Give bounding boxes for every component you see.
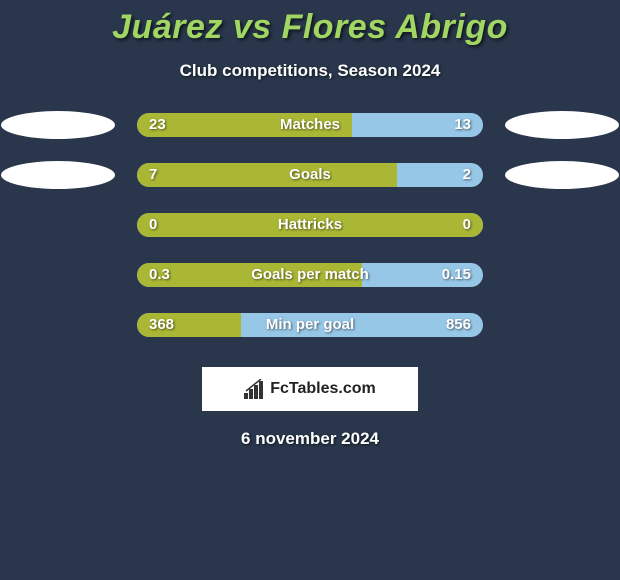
team-logo-right: [505, 161, 619, 189]
team-logo-left: [1, 161, 115, 189]
bar-chart-icon: [244, 379, 266, 399]
spacer: [1, 311, 115, 339]
spacer: [1, 261, 115, 289]
stat-label: Hattricks: [137, 213, 483, 237]
stat-right-value: 0: [463, 213, 471, 237]
spacer: [505, 261, 619, 289]
comparison-card: Juárez vs Flores Abrigo Club competition…: [0, 0, 620, 449]
stat-row: 0.3Goals per match0.15: [0, 261, 620, 289]
team-logo-left: [1, 111, 115, 139]
logo-text: FcTables.com: [270, 380, 376, 398]
stat-right-value: 2: [463, 163, 471, 187]
stat-bar: 0Hattricks0: [137, 213, 483, 237]
team-logo-right: [505, 111, 619, 139]
stat-right-value: 856: [446, 313, 471, 337]
stat-label: Goals: [137, 163, 483, 187]
stat-right-value: 13: [454, 113, 471, 137]
stat-row: 7Goals2: [0, 161, 620, 189]
stat-row: 23Matches13: [0, 111, 620, 139]
stat-row: 0Hattricks0: [0, 211, 620, 239]
page-title: Juárez vs Flores Abrigo: [0, 8, 620, 47]
stat-row: 368Min per goal856: [0, 311, 620, 339]
source-logo: FcTables.com: [202, 367, 418, 411]
stat-right-value: 0.15: [442, 263, 471, 287]
stat-bar: 0.3Goals per match0.15: [137, 263, 483, 287]
stat-bar: 23Matches13: [137, 113, 483, 137]
snapshot-date: 6 november 2024: [0, 429, 620, 449]
stat-bars: 23Matches13 7Goals2 0Hattricks0 0.3Goals pe…: [0, 111, 620, 339]
spacer: [505, 311, 619, 339]
page-subtitle: Club competitions, Season 2024: [0, 61, 620, 81]
stat-label: Min per goal: [137, 313, 483, 337]
spacer: [505, 211, 619, 239]
stat-label: Goals per match: [137, 263, 483, 287]
stat-bar: 7Goals2: [137, 163, 483, 187]
stat-label: Matches: [137, 113, 483, 137]
spacer: [1, 211, 115, 239]
stat-bar: 368Min per goal856: [137, 313, 483, 337]
